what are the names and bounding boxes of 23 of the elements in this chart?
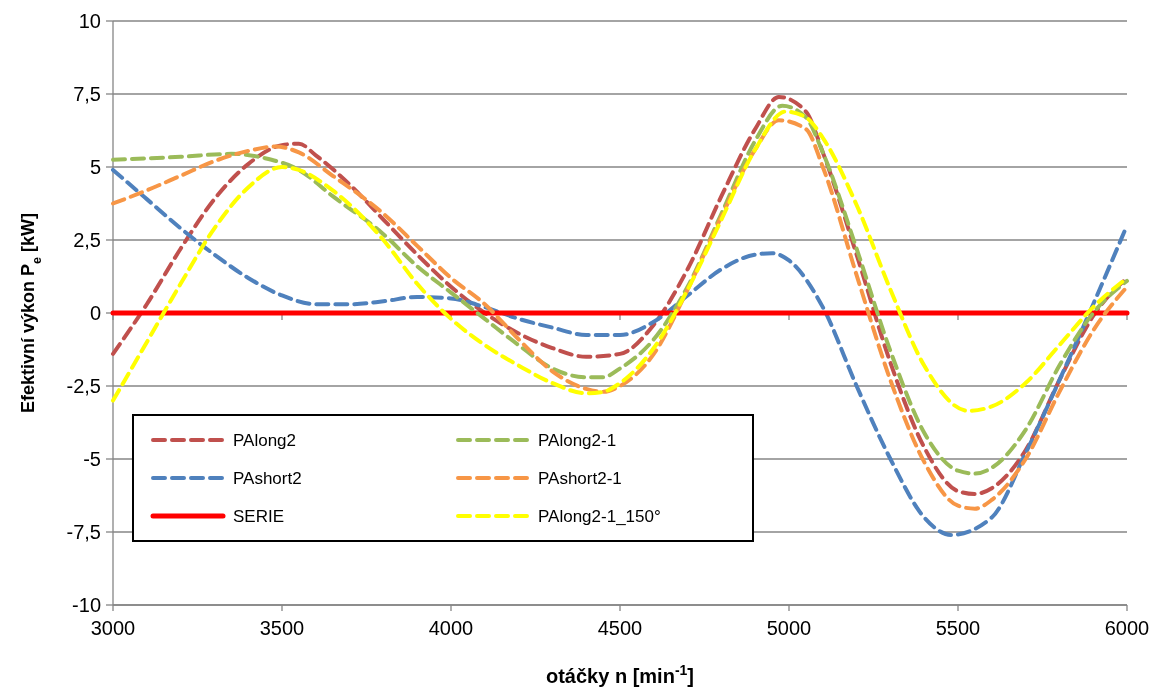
y-tick-label: 10 — [78, 10, 101, 32]
y-tick-label: -7,5 — [66, 521, 101, 543]
legend-label: PAlong2-1_150° — [538, 506, 661, 526]
x-tick-label: 4500 — [597, 617, 643, 639]
x-tick-label: 5500 — [935, 617, 981, 639]
y-tick-label: 7,5 — [73, 83, 101, 105]
x-tick-label: 4000 — [428, 617, 474, 639]
x-tick-label: 5000 — [766, 617, 812, 639]
x-axis-title: otáčky n [min$^{-1}$] — [545, 662, 695, 687]
y-tick-label: -5 — [83, 448, 101, 470]
x-tick-label: 6000 — [1104, 617, 1150, 639]
y-tick-label: 5 — [89, 156, 101, 178]
legend-label: PAlong2-1 — [538, 430, 617, 450]
legend-label: PAlong2 — [233, 430, 297, 450]
legend-label: SERIE — [233, 506, 285, 526]
x-tick-label: 3500 — [259, 617, 305, 639]
legend-label: PAshort2-1 — [538, 468, 622, 488]
y-tick-label: 2,5 — [73, 229, 101, 251]
y-tick-label: -10 — [72, 594, 101, 616]
x-tick-label: 3000 — [90, 617, 136, 639]
y-tick-label: 0 — [89, 302, 101, 324]
y-tick-label: -2,5 — [66, 375, 101, 397]
legend-label: PAshort2 — [233, 468, 302, 488]
